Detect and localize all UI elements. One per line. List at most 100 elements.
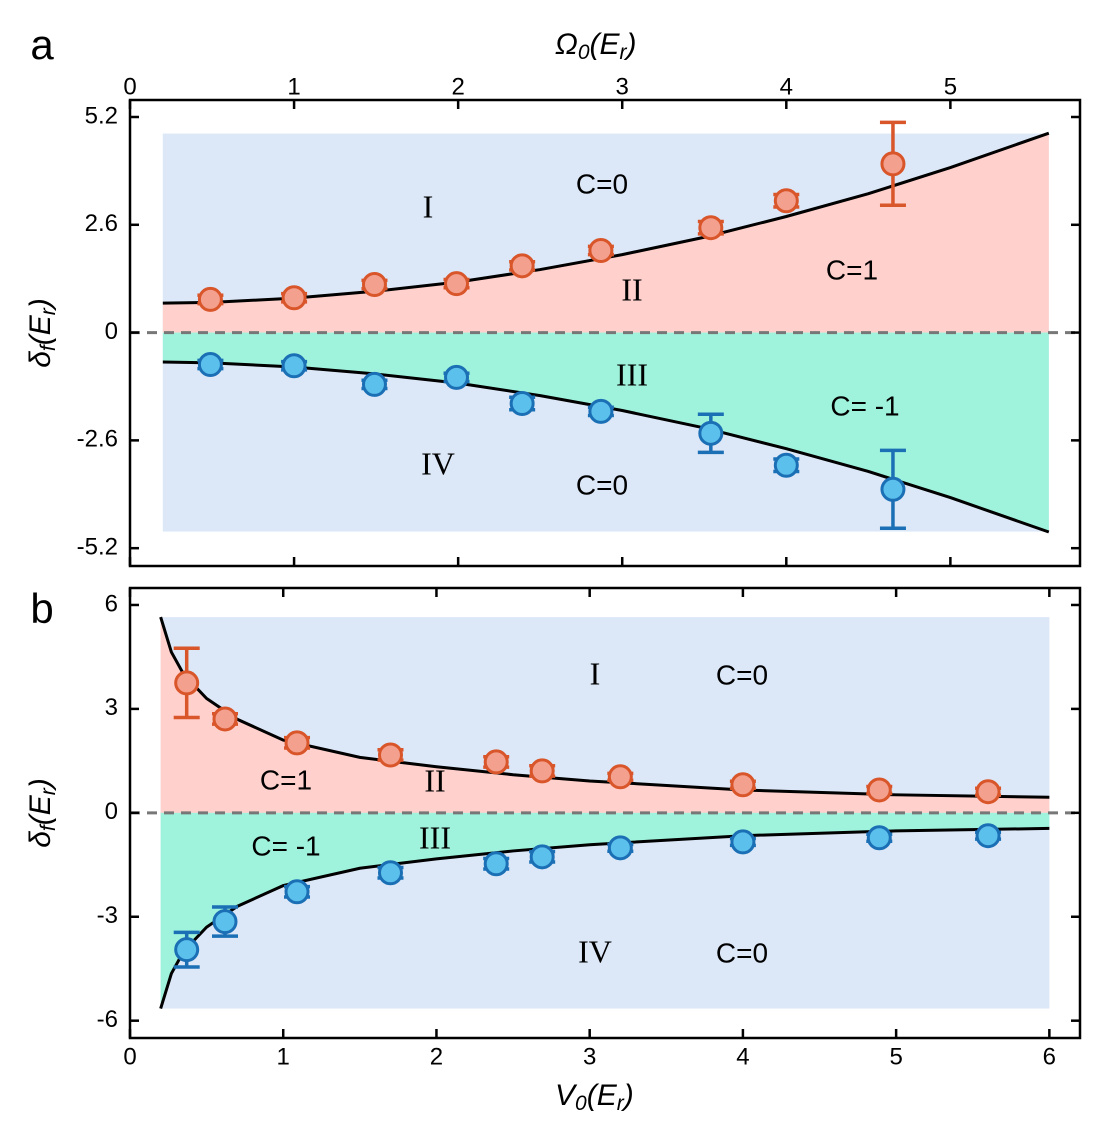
axis-label-subscript: r <box>37 787 60 795</box>
data-point <box>698 420 724 446</box>
data-point <box>509 253 535 279</box>
data-point <box>607 835 633 861</box>
data-point <box>284 879 310 905</box>
data-point <box>588 237 614 263</box>
axis-label-part: δ <box>24 351 57 368</box>
region-label: C=0 <box>576 469 628 500</box>
data-point <box>866 777 892 803</box>
fit-curve <box>162 360 1050 534</box>
y-tick-label: -2.6 <box>77 426 118 453</box>
y-tick-label: -3 <box>97 902 118 929</box>
axis-label-part: δ <box>24 831 57 848</box>
data-point <box>529 844 555 870</box>
x-tick-label: 4 <box>736 1043 749 1070</box>
axis-label-subscript: f <box>37 823 60 831</box>
x-tick-label: 1 <box>287 73 300 100</box>
region-upper <box>162 133 1049 333</box>
region-label: II <box>621 271 642 307</box>
region-label: C= -1 <box>830 390 899 421</box>
axis-label-part: Ω <box>555 28 578 61</box>
x-tick-label: 6 <box>1043 1043 1056 1070</box>
data-point <box>529 758 555 784</box>
data-point <box>212 706 238 732</box>
y-tick-label: 0 <box>105 798 118 825</box>
region-label: IV <box>578 933 612 969</box>
data-point <box>174 670 200 696</box>
x-tick-label: 3 <box>616 73 629 100</box>
data-point <box>197 286 223 312</box>
data-point <box>880 476 906 502</box>
y-tick-label: 0 <box>105 318 118 345</box>
x-tick-label: 0 <box>123 73 136 100</box>
axis-label-part: (E <box>24 794 57 825</box>
region-lower <box>160 812 1050 1009</box>
x-tick-label: 2 <box>451 73 464 100</box>
data-point <box>483 749 509 775</box>
region-label: C=1 <box>260 764 312 795</box>
x-tick-label: 1 <box>277 1043 290 1070</box>
region-label: C=0 <box>716 659 768 690</box>
axis-label: δf(Er) <box>24 298 60 368</box>
region-label: C=1 <box>826 254 878 285</box>
data-point <box>975 779 1001 805</box>
axis-label-subscript: r <box>620 41 628 64</box>
data-point <box>281 285 307 311</box>
axis-label-part: ) <box>621 1079 634 1112</box>
panel-label: a <box>30 21 54 68</box>
y-tick-label: 6 <box>105 590 118 617</box>
axis-label-subscript: 0 <box>575 1092 587 1115</box>
y-tick-label: 3 <box>105 694 118 721</box>
x-tick-label: 5 <box>889 1043 902 1070</box>
data-point <box>880 151 906 177</box>
data-point <box>377 860 403 886</box>
data-point <box>281 353 307 379</box>
axis-label-part: ) <box>624 28 637 61</box>
region-label: C=0 <box>716 937 768 968</box>
fit-curve <box>162 131 1050 305</box>
data-point <box>377 742 403 768</box>
data-point <box>284 730 310 756</box>
axis-label: δf(Er) <box>24 778 60 848</box>
region-label: III <box>616 356 648 392</box>
panel-label: b <box>30 585 53 632</box>
data-point <box>483 851 509 877</box>
x-tick-label: 4 <box>780 73 793 100</box>
axis-label-subscript: r <box>37 307 60 315</box>
axis-label-part: V <box>555 1079 578 1112</box>
region-label: IV <box>421 445 455 481</box>
y-tick-label: 5.2 <box>85 102 118 129</box>
x-tick-label: 0 <box>123 1043 136 1070</box>
axis-label-part: ) <box>24 298 57 311</box>
data-point <box>212 909 238 935</box>
data-point <box>698 215 724 241</box>
data-point <box>773 188 799 214</box>
region-label: II <box>424 762 445 798</box>
axis-label-subscript: r <box>617 1092 625 1115</box>
data-point <box>607 764 633 790</box>
data-point <box>730 829 756 855</box>
data-point <box>174 937 200 963</box>
data-point <box>197 352 223 378</box>
axis-label-subscript: 0 <box>578 41 590 64</box>
data-point <box>361 271 387 297</box>
region-label: I <box>590 655 601 691</box>
axis-label-part: ) <box>24 778 57 791</box>
data-point <box>588 398 614 424</box>
data-point <box>444 364 470 390</box>
data-point <box>361 371 387 397</box>
data-point <box>730 772 756 798</box>
axis-label-part: (E <box>587 1079 618 1112</box>
x-tick-label: 2 <box>430 1043 443 1070</box>
x-tick-label: 5 <box>944 73 957 100</box>
data-point <box>773 452 799 478</box>
y-tick-label: -5.2 <box>77 534 118 561</box>
axis-label: V0(Er) <box>555 1079 634 1115</box>
data-point <box>866 825 892 851</box>
data-point <box>444 271 470 297</box>
region-label: C=0 <box>576 168 628 199</box>
axis-label-subscript: f <box>37 343 60 351</box>
region-lower <box>162 332 1049 533</box>
x-tick-label: 3 <box>583 1043 596 1070</box>
data-point <box>975 823 1001 849</box>
